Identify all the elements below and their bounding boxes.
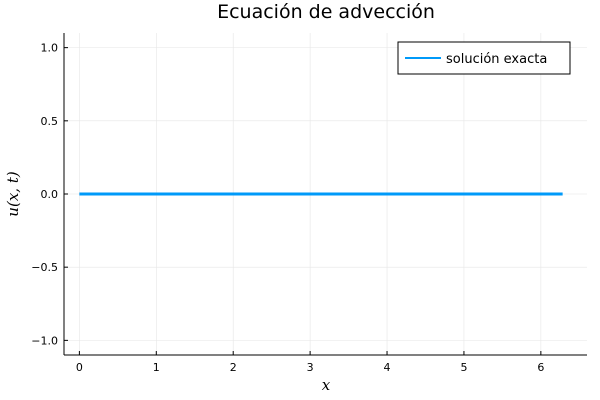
- x-tick-label-0: 0: [76, 361, 83, 374]
- x-tick-label-6: 6: [537, 361, 544, 374]
- y-tick-label-0: −1.0: [31, 334, 58, 347]
- y-tick-label-1: −0.5: [31, 261, 58, 274]
- x-tick-label-3: 3: [307, 361, 314, 374]
- legend-entry-label: solución exacta: [446, 52, 547, 67]
- y-axis-label: u(x, t): [4, 171, 22, 217]
- y-ticks: −1.0 −0.5 0.0 0.5 1.0: [31, 42, 68, 348]
- y-tick-label-2: 0.0: [41, 188, 59, 201]
- legend: solución exacta: [398, 42, 570, 74]
- x-tick-label-1: 1: [153, 361, 160, 374]
- y-tick-label-4: 1.0: [41, 42, 59, 55]
- x-tick-label-5: 5: [460, 361, 467, 374]
- y-tick-label-3: 0.5: [41, 115, 59, 128]
- x-tick-label-2: 2: [230, 361, 237, 374]
- x-axis-label: x: [322, 376, 331, 394]
- x-tick-label-4: 4: [384, 361, 391, 374]
- chart-title: Ecuación de advección: [217, 1, 435, 23]
- x-ticks: 0 1 2 3 4 5 6: [76, 351, 544, 374]
